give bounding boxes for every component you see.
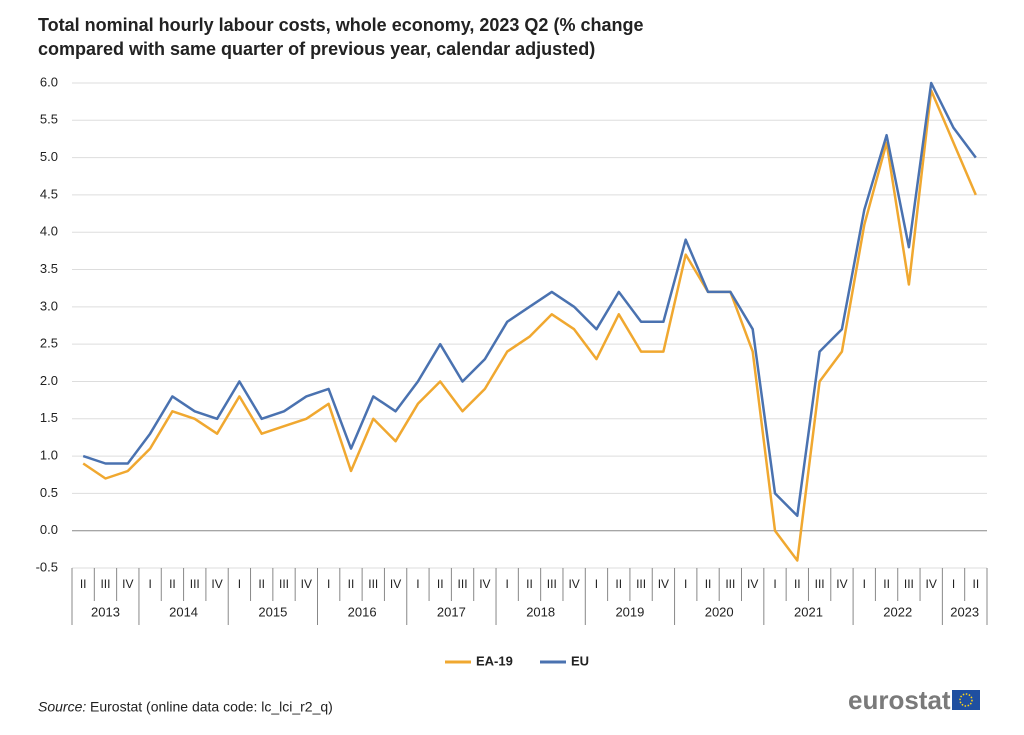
x-group-label: 2013 <box>91 604 120 619</box>
x-tick-label: IV <box>122 577 133 591</box>
source-text: Eurostat (online data code: lc_lci_r2_q) <box>90 699 333 715</box>
x-group-label: 2023 <box>950 604 979 619</box>
y-tick-label: 3.5 <box>40 261 58 276</box>
x-tick-label: IV <box>747 577 758 591</box>
x-tick-label: III <box>458 577 468 591</box>
logo-text: eurostat <box>848 685 951 715</box>
x-tick-label: III <box>547 577 557 591</box>
x-group-label: 2015 <box>258 604 287 619</box>
x-tick-label: II <box>258 577 265 591</box>
x-tick-label: I <box>684 577 687 591</box>
x-tick-label: II <box>615 577 622 591</box>
x-tick-label: I <box>952 577 955 591</box>
x-tick-label: I <box>595 577 598 591</box>
y-tick-label: 4.5 <box>40 186 58 201</box>
x-tick-label: III <box>815 577 825 591</box>
y-tick-label: 5.5 <box>40 112 58 127</box>
series-line <box>82 89 977 562</box>
x-tick-label: I <box>416 577 419 591</box>
x-tick-label: I <box>506 577 509 591</box>
x-tick-label: III <box>904 577 914 591</box>
x-group-label: 2019 <box>615 604 644 619</box>
x-tick-label: II <box>973 577 980 591</box>
y-tick-label: 1.0 <box>40 448 58 463</box>
x-tick-label: IV <box>390 577 401 591</box>
x-tick-label: III <box>368 577 378 591</box>
x-group-label: 2017 <box>437 604 466 619</box>
x-tick-label: III <box>636 577 646 591</box>
x-tick-label: II <box>794 577 801 591</box>
x-tick-label: II <box>169 577 176 591</box>
x-group-label: 2020 <box>705 604 734 619</box>
y-tick-label: 6.0 <box>40 74 58 89</box>
x-tick-label: IV <box>211 577 222 591</box>
y-tick-label: 3.0 <box>40 298 58 313</box>
x-tick-label: IV <box>658 577 669 591</box>
x-tick-label: III <box>725 577 735 591</box>
x-tick-label: I <box>773 577 776 591</box>
x-tick-label: II <box>883 577 890 591</box>
x-tick-label: I <box>863 577 866 591</box>
y-tick-label: 4.0 <box>40 224 58 239</box>
x-tick-label: IV <box>926 577 937 591</box>
x-tick-label: IV <box>479 577 490 591</box>
y-tick-label: 2.5 <box>40 336 58 351</box>
x-tick-label: I <box>327 577 330 591</box>
chart-title: Total nominal hourly labour costs, whole… <box>38 15 643 59</box>
x-tick-label: IV <box>568 577 579 591</box>
legend-label: EA-19 <box>476 653 513 668</box>
y-tick-label: -0.5 <box>36 559 58 574</box>
x-tick-label: IV <box>301 577 312 591</box>
x-tick-label: II <box>705 577 712 591</box>
eu-flag <box>952 690 980 710</box>
flag-stars <box>959 693 973 707</box>
x-tick-label: II <box>80 577 87 591</box>
y-tick-label: 5.0 <box>40 149 58 164</box>
x-tick-label: I <box>148 577 151 591</box>
x-group-label: 2018 <box>526 604 555 619</box>
source-label: Source: <box>38 699 86 715</box>
x-tick-label: III <box>190 577 200 591</box>
x-group-label: 2022 <box>883 604 912 619</box>
y-tick-label: 0.0 <box>40 522 58 537</box>
series-line <box>82 81 977 518</box>
x-tick-label: III <box>279 577 289 591</box>
x-tick-label: II <box>348 577 355 591</box>
x-tick-label: II <box>526 577 533 591</box>
x-group-label: 2014 <box>169 604 198 619</box>
legend-label: EU <box>571 653 589 668</box>
x-tick-label: III <box>100 577 110 591</box>
x-group-label: 2016 <box>348 604 377 619</box>
y-tick-label: 0.5 <box>40 485 58 500</box>
x-tick-label: I <box>238 577 241 591</box>
x-tick-label: II <box>437 577 444 591</box>
x-tick-label: IV <box>836 577 847 591</box>
y-tick-label: 2.0 <box>40 373 58 388</box>
y-tick-label: 1.5 <box>40 410 58 425</box>
x-group-label: 2021 <box>794 604 823 619</box>
